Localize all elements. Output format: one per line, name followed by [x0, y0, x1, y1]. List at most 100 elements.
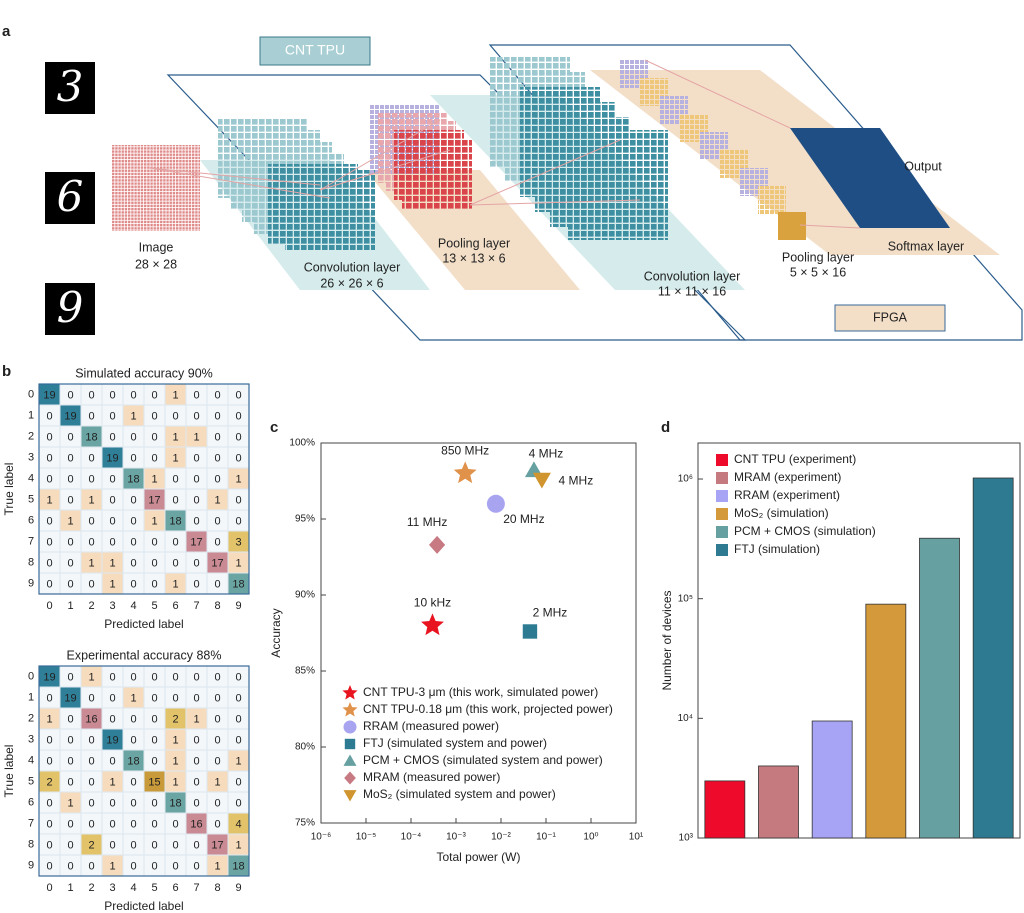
y-tick-label: 4 [28, 472, 34, 484]
x-axis-label: Total power (W) [436, 850, 520, 864]
cell-label: 0 [151, 557, 157, 569]
x-tick-label: 6 [172, 882, 178, 894]
y-tick-label: 0 [28, 670, 34, 682]
cell-label: 0 [46, 755, 52, 767]
cell-label: 0 [151, 431, 157, 443]
cell-label: 0 [214, 536, 220, 548]
legend-label: MoS₂ (simulated system and power) [363, 787, 556, 801]
layer-label: Output [904, 159, 942, 173]
y-tick-label: 10⁵ [678, 593, 693, 604]
cell-label: 0 [214, 734, 220, 746]
y-tick-label: 9 [28, 859, 34, 871]
cell-label: 0 [67, 818, 73, 830]
cell-label: 0 [130, 431, 136, 443]
cell-label: 0 [193, 515, 199, 527]
cell-label: 0 [172, 473, 178, 485]
cell-label: 0 [67, 839, 73, 851]
cell-label: 18 [169, 515, 181, 527]
cell-label: 18 [85, 431, 97, 443]
scatter-point [522, 624, 538, 639]
cell-label: 0 [67, 776, 73, 788]
legend-label: CNT TPU-3 μm (this work, simulated power… [363, 685, 598, 699]
y-tick-label: 5 [28, 775, 34, 787]
conv1-stack [218, 118, 375, 250]
cell-label: 0 [109, 692, 115, 704]
cell-label: 1 [172, 776, 178, 788]
cell-label: 0 [214, 818, 220, 830]
cell-label: 0 [88, 389, 94, 401]
bar [811, 720, 853, 839]
cell-label: 0 [214, 755, 220, 767]
x-axis-label: Predicted label [104, 617, 183, 631]
cell-label: 0 [67, 557, 73, 569]
cell-label: 0 [235, 734, 241, 746]
cell-label: 0 [193, 860, 199, 872]
cell-label: 17 [211, 557, 223, 569]
cell-label: 19 [106, 734, 118, 746]
x-tick-label: 10⁻⁶ [311, 832, 332, 843]
cell-label: 0 [193, 494, 199, 506]
cell-label: 0 [46, 797, 52, 809]
cell-label: 0 [151, 410, 157, 422]
cell-label: 17 [211, 839, 223, 851]
cell-label: 1 [214, 776, 220, 788]
cell-label: 0 [151, 755, 157, 767]
cell-label: 0 [67, 734, 73, 746]
digit-image [45, 172, 95, 224]
cell-label: 0 [67, 755, 73, 767]
cell-label: 18 [232, 860, 244, 872]
layer-label: Pooling layer [782, 250, 854, 264]
cell-label: 0 [46, 818, 52, 830]
tpu-box [259, 36, 371, 66]
bar [919, 537, 960, 839]
cell-label: 1 [151, 515, 157, 527]
y-tick-label: 2 [28, 712, 34, 724]
cell-label: 0 [130, 578, 136, 590]
cell-label: 0 [67, 452, 73, 464]
cell-label: 19 [64, 692, 76, 704]
cell-label: 1 [67, 515, 73, 527]
cell-label: 1 [109, 578, 115, 590]
digit-image [45, 62, 95, 114]
x-tick-label: 10⁻¹ [536, 832, 556, 843]
cell-label: 0 [214, 671, 220, 683]
cell-label: 0 [235, 692, 241, 704]
cell-label: 0 [130, 734, 136, 746]
cell-label: 0 [46, 473, 52, 485]
cell-label: 0 [151, 578, 157, 590]
x-tick-label: 9 [235, 882, 241, 894]
point-annotation: 11 MHz [407, 515, 447, 529]
cell-label: 19 [43, 671, 55, 683]
x-tick-label: 10⁰ [583, 832, 598, 843]
cell-label: 0 [151, 734, 157, 746]
cell-label: 0 [193, 452, 199, 464]
scatter-point [532, 472, 551, 489]
cell-label: 0 [67, 860, 73, 872]
legend-marker [342, 702, 358, 717]
cell-label: 0 [88, 755, 94, 767]
cell-label: 0 [130, 860, 136, 872]
cell-label: 0 [88, 578, 94, 590]
cell-label: 17 [190, 536, 202, 548]
scatter-point [486, 494, 505, 513]
x-tick-label: 6 [172, 600, 178, 612]
digit: 6 [57, 172, 84, 221]
cell-label: 0 [193, 692, 199, 704]
cell-label: 0 [130, 671, 136, 683]
digit-image [45, 283, 95, 335]
layer-label: Pooling layer [438, 236, 510, 250]
cell-label: 0 [46, 578, 52, 590]
layer-label: Image [139, 240, 174, 254]
y-axis-label: True label [2, 463, 16, 516]
cell-label: 0 [109, 494, 115, 506]
cell-label: 1 [88, 557, 94, 569]
x-tick-label: 9 [235, 600, 241, 612]
cell-label: 0 [130, 839, 136, 851]
legend-marker [342, 685, 358, 700]
y-tick-label: 4 [28, 754, 34, 766]
cell-label: 0 [172, 860, 178, 872]
bar [865, 603, 907, 839]
cell-label: 19 [64, 410, 76, 422]
cell-label: 0 [193, 389, 199, 401]
cell-label: 1 [88, 494, 94, 506]
